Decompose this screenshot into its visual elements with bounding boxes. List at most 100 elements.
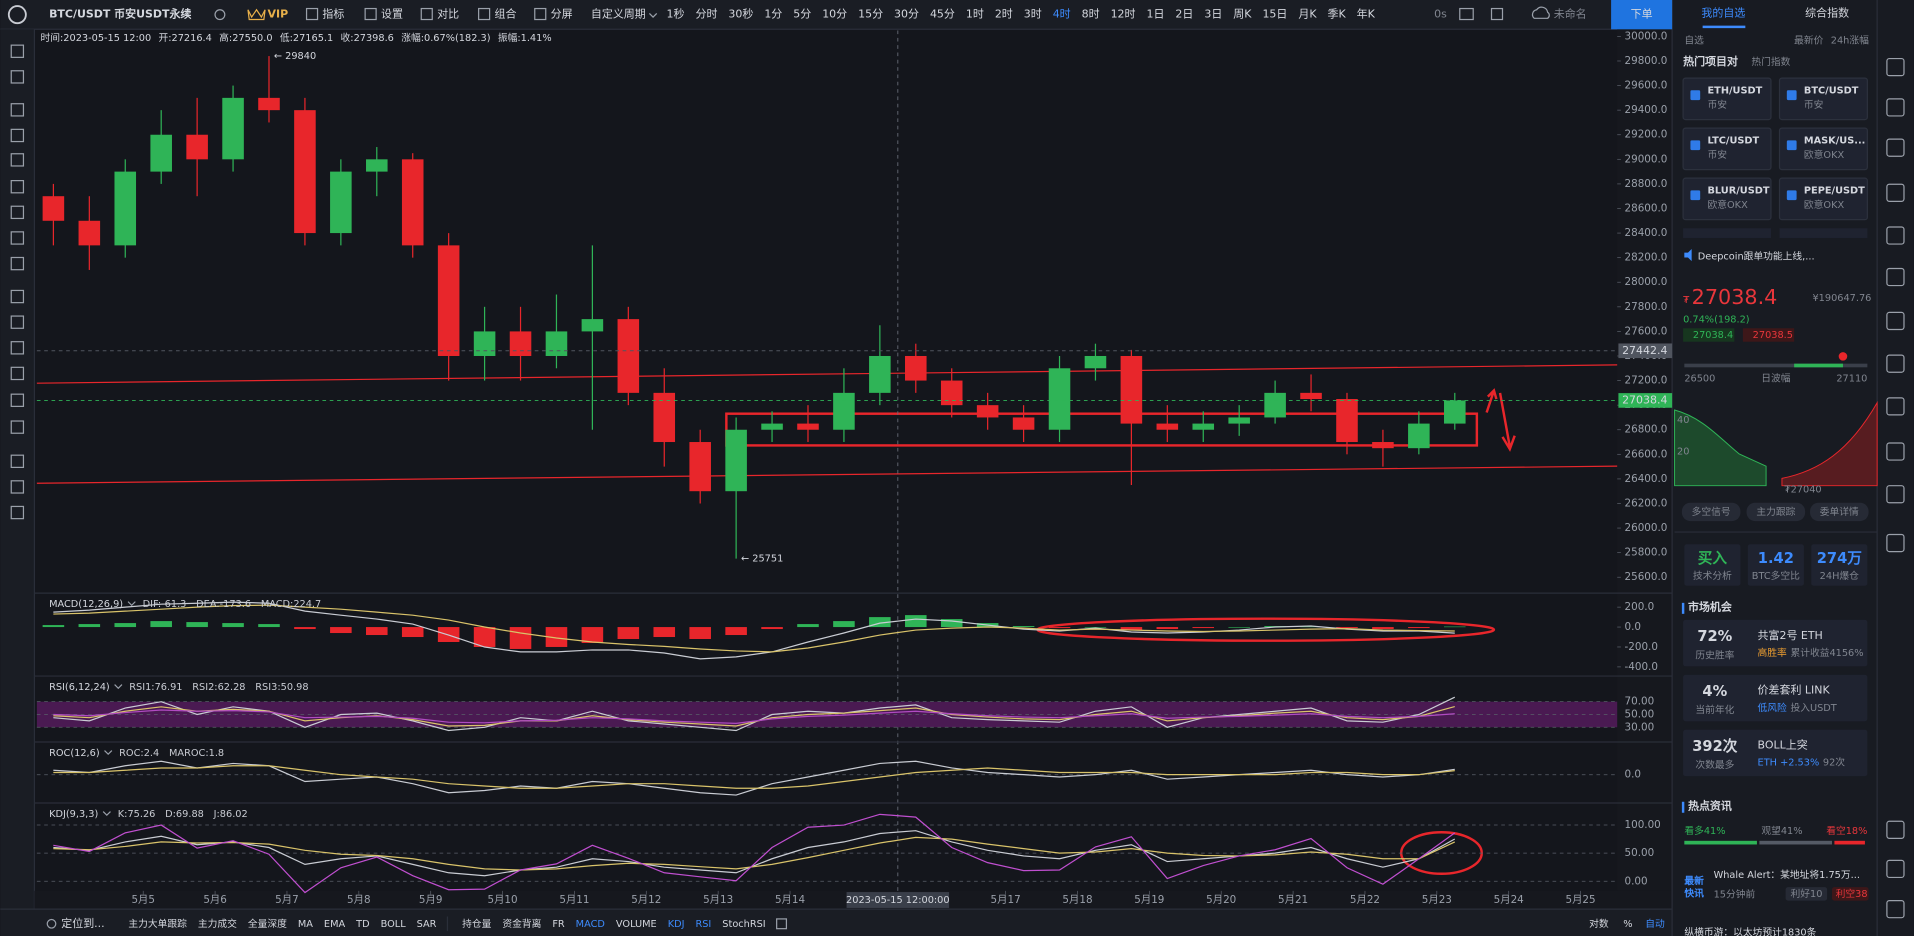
tool-icon[interactable]: [10, 103, 25, 117]
interval-button[interactable]: 45分: [930, 8, 955, 21]
symbol[interactable]: BTC/USDT 币安USDT永续: [49, 7, 191, 21]
interval-button[interactable]: 3日: [1204, 8, 1222, 21]
interval-button[interactable]: 2日: [1175, 8, 1193, 21]
tool-toggle[interactable]: TD: [355, 919, 369, 930]
tool-toggle[interactable]: MA: [298, 919, 313, 930]
indicator-toggle[interactable]: MACD: [576, 919, 605, 930]
interval-button[interactable]: 1秒: [667, 7, 685, 21]
tool-icon[interactable]: [10, 454, 25, 469]
checkbox[interactable]: [1786, 140, 1797, 151]
interval-button[interactable]: 分时: [695, 8, 717, 21]
toolbar-item[interactable]: 分屏: [551, 8, 573, 21]
interval-button[interactable]: 年K: [1357, 7, 1376, 21]
section-tab[interactable]: 热门项目对: [1683, 54, 1738, 68]
tool-icon[interactable]: [10, 420, 25, 434]
tool-icon[interactable]: [10, 393, 25, 407]
interval-button[interactable]: 周K: [1233, 8, 1252, 21]
interval-button[interactable]: 15日: [1262, 8, 1287, 21]
tool-toggle[interactable]: BOLL: [381, 919, 407, 930]
tool-toggle[interactable]: 主力成交: [198, 917, 237, 930]
edit-icon[interactable]: [776, 918, 788, 930]
side-icon[interactable]: [1886, 485, 1905, 504]
tool-icon[interactable]: [10, 70, 25, 84]
section-tab[interactable]: 热门指数: [1751, 55, 1790, 68]
interval-button[interactable]: 1日: [1146, 8, 1164, 21]
checkbox[interactable]: [1690, 140, 1701, 151]
pair-card[interactable]: [1778, 177, 1868, 221]
side-icon[interactable]: [1886, 138, 1905, 157]
tool-icon[interactable]: [10, 341, 25, 355]
action-button[interactable]: [1681, 502, 1741, 522]
pair-card[interactable]: [1682, 127, 1772, 171]
interval-button[interactable]: 4时: [1053, 8, 1071, 21]
pair-card[interactable]: [1682, 177, 1772, 221]
interval-button[interactable]: 1时: [966, 8, 984, 21]
tool-icon[interactable]: [10, 231, 25, 245]
tool-toggle[interactable]: SAR: [417, 919, 437, 930]
side-icon[interactable]: [1886, 57, 1905, 77]
side-icon[interactable]: [1886, 397, 1905, 416]
interval-button[interactable]: 季K: [1328, 8, 1347, 21]
interval-button[interactable]: 2时: [995, 8, 1013, 21]
side-icon[interactable]: [1886, 859, 1905, 879]
side-icon[interactable]: [1886, 533, 1905, 553]
pair-card[interactable]: [1778, 77, 1868, 121]
tool-toggle[interactable]: 全量深度: [248, 917, 287, 930]
scale-toggle[interactable]: 对数: [1589, 917, 1609, 930]
tool-icon[interactable]: [10, 128, 25, 143]
checkbox[interactable]: [1786, 90, 1797, 101]
side-icon[interactable]: [1886, 900, 1905, 919]
side-icon[interactable]: [1886, 442, 1905, 461]
side-icon[interactable]: [1886, 226, 1905, 245]
camera-icon[interactable]: [1459, 7, 1474, 21]
tab[interactable]: 我的自选: [1701, 5, 1745, 19]
fullscreen-icon[interactable]: [1490, 7, 1504, 21]
indicator-title[interactable]: RSI(6,12,24): [49, 682, 110, 693]
indicator-toggle[interactable]: 持仓量: [462, 917, 491, 930]
indicator-title[interactable]: KDJ(9,3,3): [49, 809, 98, 820]
tool-toggle[interactable]: EMA: [324, 919, 346, 930]
action-button[interactable]: [1810, 502, 1869, 522]
side-icon[interactable]: [1886, 354, 1905, 373]
tool-icon[interactable]: [10, 180, 25, 194]
search-icon[interactable]: [214, 9, 226, 21]
action-button[interactable]: [1746, 502, 1806, 522]
tab[interactable]: 综合指数: [1805, 5, 1849, 19]
news-headline[interactable]: Whale Alert：某地址将1.75万...: [1714, 868, 1860, 881]
interval-button[interactable]: 30分: [894, 8, 919, 21]
toolbar-item[interactable]: 组合: [494, 7, 516, 21]
tool-icon[interactable]: [10, 205, 25, 220]
scale-toggle[interactable]: 自动: [1645, 917, 1665, 930]
tool-icon[interactable]: [10, 256, 25, 271]
interval-button[interactable]: 1分: [764, 8, 782, 21]
pair-card[interactable]: [1682, 77, 1772, 121]
interval-button[interactable]: 30秒: [728, 7, 753, 21]
vip-button[interactable]: VIP: [268, 8, 289, 21]
side-icon[interactable]: [1886, 98, 1905, 117]
checkbox[interactable]: [1690, 190, 1701, 201]
checkbox[interactable]: [1786, 190, 1797, 201]
tool-icon[interactable]: [10, 315, 25, 329]
interval-button[interactable]: 5分: [793, 8, 811, 21]
logo[interactable]: [7, 5, 27, 25]
tool-icon[interactable]: [10, 44, 25, 58]
interval-button[interactable]: 12时: [1111, 8, 1136, 21]
custom-period[interactable]: 自定义周期: [591, 7, 646, 21]
side-icon[interactable]: [1886, 311, 1905, 331]
indicator-toggle[interactable]: KDJ: [668, 919, 685, 930]
side-icon[interactable]: [1886, 267, 1905, 287]
tool-icon[interactable]: [10, 480, 25, 494]
indicator-title[interactable]: MACD(12,26,9): [49, 599, 123, 610]
order-button-label[interactable]: 下单: [1631, 8, 1653, 21]
interval-button[interactable]: 10分: [822, 8, 847, 21]
opportunity-card[interactable]: [1683, 619, 1868, 667]
indicator-toggle[interactable]: RSI: [695, 919, 711, 930]
tool-toggle[interactable]: 主力大单跟踪: [128, 917, 187, 930]
indicator-toggle[interactable]: VOLUME: [616, 919, 657, 930]
indicator-toggle[interactable]: StochRSI: [722, 919, 765, 930]
interval-button[interactable]: 8时: [1082, 8, 1100, 21]
toolbar-item[interactable]: 对比: [437, 7, 459, 21]
tool-icon[interactable]: [10, 153, 25, 167]
locate-button[interactable]: 定位到...: [61, 916, 104, 930]
interval-button[interactable]: 3时: [1024, 8, 1042, 21]
